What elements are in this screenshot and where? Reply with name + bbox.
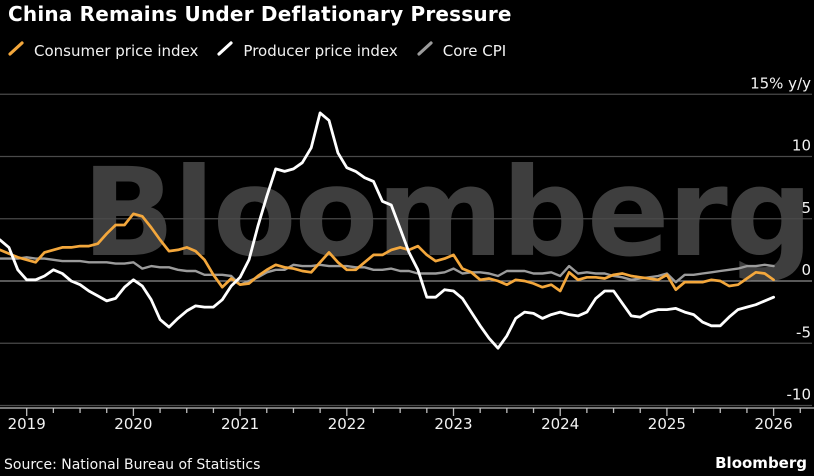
bloomberg-logo: Bloomberg bbox=[715, 454, 807, 472]
legend-item-producer-price-index: Producer price index bbox=[217, 41, 398, 60]
legend-label: Producer price index bbox=[243, 41, 398, 60]
x-axis-label: 2024 bbox=[541, 415, 579, 433]
x-axis-label: 2023 bbox=[434, 415, 472, 433]
y-axis-label: -5 bbox=[796, 323, 811, 341]
x-axis-label: 2022 bbox=[328, 415, 366, 433]
cpi-line-swatch-icon bbox=[8, 41, 25, 60]
cpi-line bbox=[0, 212, 775, 293]
x-axis-label: 2020 bbox=[114, 415, 152, 433]
y-axis-label: 15% y/y bbox=[750, 74, 811, 92]
y-axis-label: 10 bbox=[792, 137, 811, 155]
x-axis-label: 2026 bbox=[755, 415, 793, 433]
y-axis-label: 0 bbox=[801, 261, 811, 279]
ppi-line-swatch-icon bbox=[217, 41, 234, 60]
legend-item-consumer-price-index: Consumer price index bbox=[8, 41, 198, 60]
chart-title: China Remains Under Deflationary Pressur… bbox=[8, 2, 512, 26]
legend: Consumer price index Producer price inde… bbox=[8, 41, 506, 60]
source-note: Source: National Bureau of Statistics bbox=[4, 457, 261, 473]
y-axis-label: -10 bbox=[787, 386, 812, 404]
x-axis-label: 2019 bbox=[8, 415, 46, 433]
legend-label: Core CPI bbox=[442, 41, 507, 60]
x-axis-label: 2025 bbox=[648, 415, 686, 433]
x-axis-label: 2021 bbox=[221, 415, 259, 433]
legend-item-core-cpi: Core CPI bbox=[417, 41, 506, 60]
bloomberg-watermark: Bloomberg bbox=[82, 142, 813, 284]
y-axis-label: 5 bbox=[801, 199, 811, 217]
ppi-line bbox=[0, 111, 775, 350]
core-cpi-line-swatch-icon bbox=[417, 41, 434, 60]
legend-label: Consumer price index bbox=[34, 41, 199, 60]
